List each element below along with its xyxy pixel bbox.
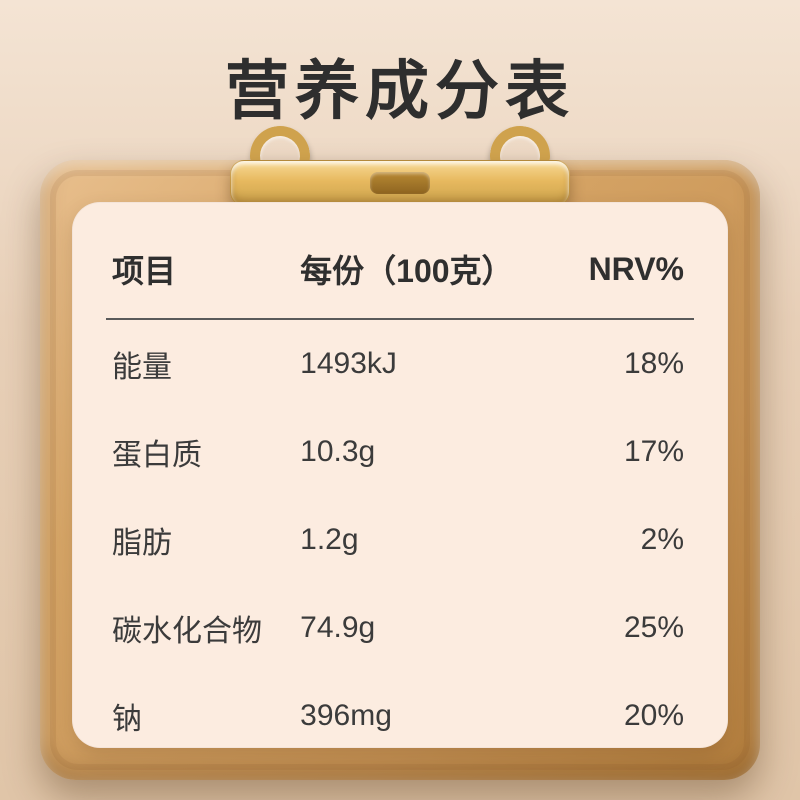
table-header-row: 项目 每份（100克） NRV% xyxy=(106,232,694,319)
clip-bar-icon xyxy=(230,160,570,206)
col-header-item: 项目 xyxy=(106,232,294,319)
nutrition-paper: 项目 每份（100克） NRV% 能量 1493kJ 18% 蛋白质 10.3g… xyxy=(72,202,728,748)
table-row: 蛋白质 10.3g 17% xyxy=(106,408,694,496)
table-row: 钠 396mg 20% xyxy=(106,672,694,760)
cell-nrv: 2% xyxy=(541,496,694,584)
table-row: 脂肪 1.2g 2% xyxy=(106,496,694,584)
page-title: 营养成分表 xyxy=(0,0,800,142)
nutrition-table: 项目 每份（100克） NRV% 能量 1493kJ 18% 蛋白质 10.3g… xyxy=(106,232,694,760)
cell-serving: 1493kJ xyxy=(294,319,541,408)
cell-item: 碳水化合物 xyxy=(106,584,294,672)
cell-serving: 10.3g xyxy=(294,408,541,496)
cell-item: 钠 xyxy=(106,672,294,760)
table-row: 碳水化合物 74.9g 25% xyxy=(106,584,694,672)
clipboard-frame: 项目 每份（100克） NRV% 能量 1493kJ 18% 蛋白质 10.3g… xyxy=(40,160,760,780)
cell-serving: 1.2g xyxy=(294,496,541,584)
cell-item: 蛋白质 xyxy=(106,408,294,496)
col-header-nrv: NRV% xyxy=(541,232,694,319)
cell-item: 脂肪 xyxy=(106,496,294,584)
cell-item: 能量 xyxy=(106,319,294,408)
cell-nrv: 20% xyxy=(541,672,694,760)
cell-nrv: 25% xyxy=(541,584,694,672)
table-row: 能量 1493kJ 18% xyxy=(106,319,694,408)
cell-nrv: 17% xyxy=(541,408,694,496)
cell-serving: 74.9g xyxy=(294,584,541,672)
cell-serving: 396mg xyxy=(294,672,541,760)
col-header-serving: 每份（100克） xyxy=(294,232,541,319)
cell-nrv: 18% xyxy=(541,319,694,408)
